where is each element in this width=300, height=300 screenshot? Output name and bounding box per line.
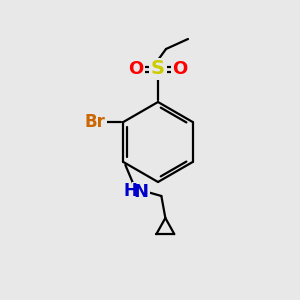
- Text: N: N: [134, 183, 149, 201]
- Text: O: O: [128, 60, 144, 78]
- Text: H: H: [123, 182, 137, 200]
- Text: S: S: [151, 59, 165, 79]
- Text: O: O: [172, 60, 188, 78]
- Text: Br: Br: [85, 113, 106, 131]
